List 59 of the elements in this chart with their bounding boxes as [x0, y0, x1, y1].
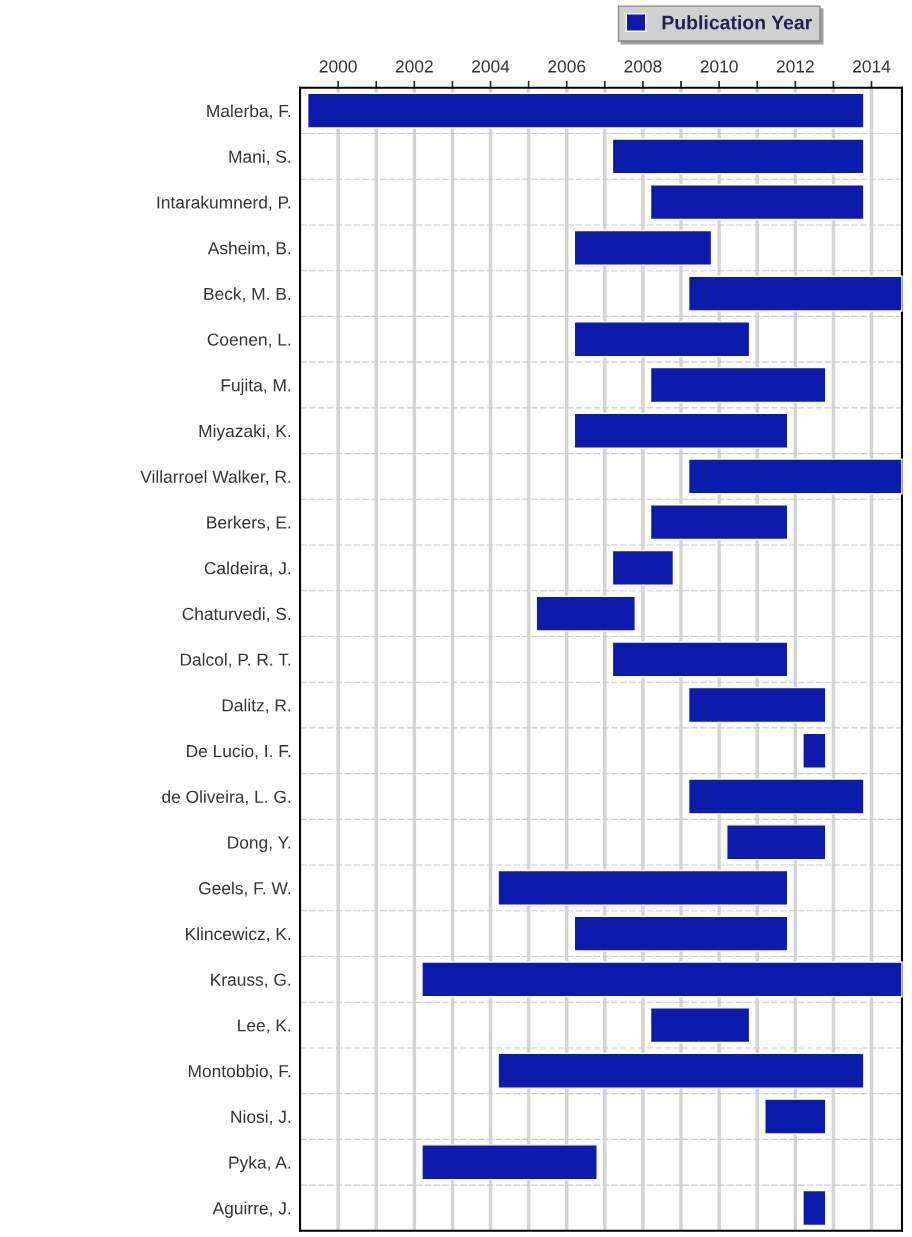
bar	[573, 321, 751, 358]
y-tick-label: De Lucio, I. F.	[187, 744, 291, 760]
y-tick-label: Dalcol, P. R. T.	[180, 653, 291, 668]
y-tick-label: Caldeira, J.	[204, 561, 291, 577]
x-tick-label: 2000	[319, 60, 357, 73]
y-tick-label: Krauss, G.	[211, 973, 291, 988]
bar	[726, 824, 827, 861]
x-tick-label: 2008	[624, 60, 662, 73]
y-tick-label: Dalitz, R.	[222, 698, 291, 714]
y-tick-label: de Oliveira, L. G.	[162, 790, 291, 805]
y-tick-label: Villarroel Walker, R.	[140, 470, 291, 485]
bar	[649, 366, 827, 404]
bar	[764, 1098, 827, 1135]
bar	[687, 778, 865, 815]
y-tick-label: Coenen, L.	[207, 333, 291, 348]
y-tick-label: Aguirre, J.	[212, 1201, 291, 1218]
x-tick-label: 2006	[548, 60, 586, 73]
y-tick-label: Malerba, F.	[207, 104, 291, 120]
bar	[421, 961, 903, 998]
y-tick-label: Dong, Y.	[228, 836, 291, 853]
bar	[611, 641, 789, 678]
bar	[687, 686, 827, 724]
y-tick-label: Klincewicz, K.	[186, 927, 291, 943]
bar	[649, 184, 865, 221]
legend-label: Publication Year	[662, 15, 812, 30]
y-tick-label: Fujita, M.	[221, 378, 291, 395]
y-tick-label: Miyazaki, K.	[199, 424, 291, 441]
bar	[497, 869, 789, 906]
bar	[649, 504, 789, 541]
y-tick-label: Mani, S.	[229, 150, 291, 165]
bar	[802, 732, 827, 769]
bar	[687, 275, 903, 312]
bar	[649, 1007, 751, 1044]
y-tick-label: Niosi, J.	[231, 1110, 291, 1126]
bar	[573, 412, 789, 449]
x-tick-label: 2012	[776, 60, 814, 73]
bar	[802, 1189, 827, 1227]
x-tick-label: 2010	[700, 60, 738, 73]
x-tick-label: 2002	[395, 60, 433, 73]
y-tick-label: Chaturvedi, S.	[182, 607, 291, 623]
y-tick-label: Asheim, B.	[207, 241, 291, 257]
bar	[535, 595, 636, 632]
bar	[573, 229, 713, 266]
y-tick-label: Berkers, E.	[207, 515, 291, 531]
y-tick-label: Intarakumnerd, P.	[157, 195, 291, 211]
bar	[306, 92, 865, 129]
y-tick-label: Lee, K.	[238, 1019, 291, 1034]
bar	[611, 138, 865, 175]
bar	[573, 915, 789, 952]
y-tick-label: Pyka, A.	[229, 1155, 291, 1173]
bar	[497, 1052, 865, 1089]
bar	[611, 549, 675, 586]
y-tick-label: Montobbio, F.	[188, 1064, 291, 1080]
y-tick-label: Beck, M. B.	[204, 287, 291, 303]
bar	[421, 1144, 598, 1181]
x-tick-label: 2004	[472, 60, 510, 73]
y-tick-label: Geels, F. W.	[199, 881, 291, 897]
x-tick-label: 2014	[853, 60, 891, 73]
bar	[687, 458, 903, 495]
